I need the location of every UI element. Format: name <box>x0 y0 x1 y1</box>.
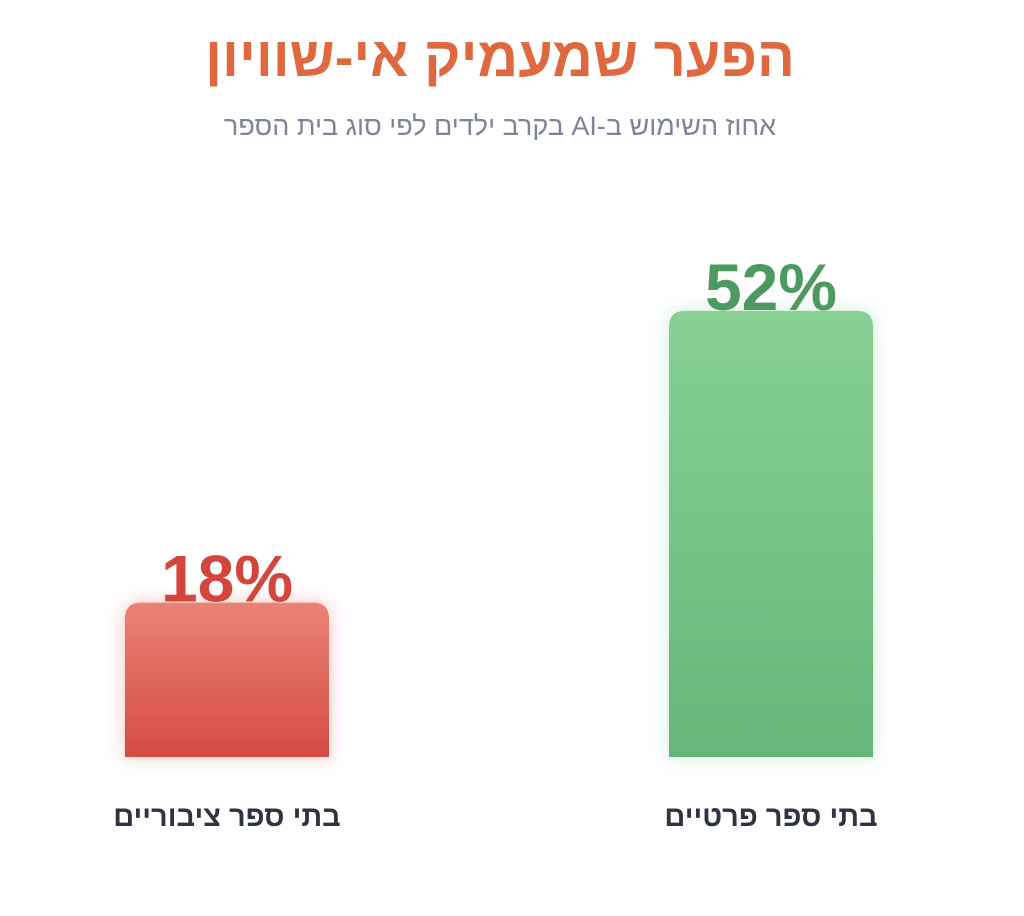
bar-private <box>669 310 873 757</box>
value-label-private: 52% <box>705 250 837 324</box>
value-label-public: 18% <box>161 542 293 616</box>
category-label-public: בתי ספר ציבוריים <box>113 801 341 833</box>
bar-public <box>125 602 329 757</box>
bars-layer: 18% 52% <box>125 250 873 757</box>
chart-subtitle: אחוז השימוש ב-AI בקרב ילדים לפי סוג בית … <box>223 111 777 141</box>
category-label-private: בתי ספר פרטיים <box>664 801 878 833</box>
chart-title: הפער שמעמיק אי-שוויון <box>205 25 795 88</box>
